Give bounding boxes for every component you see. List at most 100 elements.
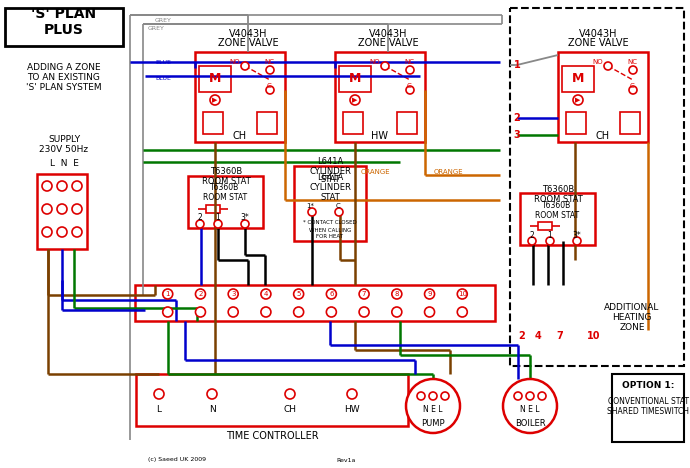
- Text: T6360B: T6360B: [542, 185, 574, 195]
- Text: 2: 2: [519, 331, 525, 341]
- Circle shape: [528, 237, 536, 245]
- Circle shape: [604, 62, 612, 70]
- Text: V4043H: V4043H: [368, 29, 407, 39]
- Circle shape: [429, 392, 437, 400]
- Circle shape: [57, 204, 67, 214]
- Text: HW: HW: [344, 405, 359, 415]
- Circle shape: [294, 289, 304, 299]
- Text: 9: 9: [427, 291, 432, 297]
- Text: V4043H: V4043H: [579, 29, 618, 39]
- Text: C: C: [406, 83, 411, 89]
- Bar: [195, 52, 285, 142]
- Text: BLUE: BLUE: [155, 75, 171, 80]
- Text: C: C: [266, 83, 271, 89]
- Text: 1: 1: [548, 231, 553, 240]
- Circle shape: [503, 379, 557, 433]
- Bar: [188, 176, 263, 228]
- Circle shape: [72, 227, 82, 237]
- Text: NC: NC: [627, 59, 637, 65]
- Text: C: C: [629, 83, 634, 89]
- Circle shape: [308, 208, 316, 216]
- Text: 3*: 3*: [573, 231, 582, 240]
- Text: ADDITIONAL: ADDITIONAL: [604, 304, 660, 313]
- Text: 2: 2: [198, 291, 203, 297]
- Text: CYLINDER: CYLINDER: [309, 167, 351, 176]
- Circle shape: [241, 220, 249, 228]
- Bar: [562, 66, 594, 92]
- Circle shape: [261, 289, 271, 299]
- Text: 3: 3: [231, 291, 235, 297]
- Circle shape: [526, 392, 534, 400]
- Text: GREY: GREY: [155, 17, 172, 22]
- Text: 7: 7: [557, 331, 563, 341]
- Text: L: L: [157, 405, 161, 415]
- Text: STAT: STAT: [320, 176, 340, 184]
- Text: ZONE: ZONE: [619, 323, 644, 332]
- Text: BLUE: BLUE: [155, 59, 171, 65]
- Text: N: N: [208, 405, 215, 415]
- Circle shape: [42, 181, 52, 191]
- Text: N E L: N E L: [423, 405, 443, 415]
- Text: * CONTACT CLOSED: * CONTACT CLOSED: [303, 220, 357, 226]
- Text: 3: 3: [513, 130, 520, 140]
- Text: T6360B: T6360B: [542, 200, 571, 210]
- Circle shape: [210, 95, 220, 105]
- Bar: [335, 52, 425, 142]
- Text: ▶: ▶: [575, 97, 581, 103]
- Text: 1: 1: [513, 60, 520, 70]
- Circle shape: [196, 220, 204, 228]
- Bar: [203, 112, 223, 134]
- Circle shape: [57, 181, 67, 191]
- Text: NC: NC: [404, 59, 414, 65]
- Text: 'S' PLAN SYSTEM: 'S' PLAN SYSTEM: [26, 83, 102, 93]
- Text: TO AN EXISTING: TO AN EXISTING: [28, 73, 101, 82]
- Bar: [397, 112, 417, 134]
- Bar: [206, 205, 220, 213]
- Circle shape: [424, 289, 435, 299]
- Circle shape: [42, 227, 52, 237]
- Bar: [538, 222, 552, 230]
- Text: 4: 4: [535, 331, 542, 341]
- Circle shape: [350, 95, 360, 105]
- Circle shape: [154, 389, 164, 399]
- Text: L641A: L641A: [317, 174, 343, 183]
- Text: SHARED TIMESWITCH: SHARED TIMESWITCH: [607, 407, 689, 416]
- Circle shape: [406, 66, 414, 74]
- Bar: [566, 112, 586, 134]
- Circle shape: [392, 307, 402, 317]
- Circle shape: [241, 62, 249, 70]
- Text: N E L: N E L: [520, 405, 540, 415]
- Text: C: C: [335, 203, 340, 209]
- Text: T6360B: T6360B: [210, 168, 242, 176]
- Text: CONVENTIONAL STAT: CONVENTIONAL STAT: [607, 396, 689, 405]
- Circle shape: [392, 289, 402, 299]
- Text: ORANGE: ORANGE: [433, 169, 463, 175]
- Text: 1: 1: [166, 291, 170, 297]
- Text: ROOM STAT: ROOM STAT: [203, 193, 247, 203]
- Circle shape: [228, 307, 238, 317]
- Circle shape: [514, 392, 522, 400]
- Text: T6360B: T6360B: [210, 183, 239, 192]
- Text: 4: 4: [264, 291, 268, 297]
- Bar: [343, 112, 363, 134]
- Text: 2: 2: [197, 213, 202, 222]
- Circle shape: [266, 66, 274, 74]
- Circle shape: [441, 392, 449, 400]
- Text: 10: 10: [457, 291, 466, 297]
- Text: NO: NO: [593, 59, 603, 65]
- Bar: [5, 8, 123, 46]
- Circle shape: [381, 62, 389, 70]
- Circle shape: [57, 227, 67, 237]
- Circle shape: [207, 389, 217, 399]
- Circle shape: [72, 181, 82, 191]
- Circle shape: [359, 307, 369, 317]
- Text: V4043H: V4043H: [229, 29, 267, 39]
- Text: PUMP: PUMP: [421, 419, 445, 429]
- Text: WHEN CALLING: WHEN CALLING: [309, 227, 351, 233]
- Circle shape: [546, 237, 554, 245]
- Circle shape: [214, 220, 222, 228]
- Text: TIME CONTROLLER: TIME CONTROLLER: [226, 431, 318, 441]
- Text: 6: 6: [329, 291, 333, 297]
- Circle shape: [573, 95, 583, 105]
- Circle shape: [326, 307, 336, 317]
